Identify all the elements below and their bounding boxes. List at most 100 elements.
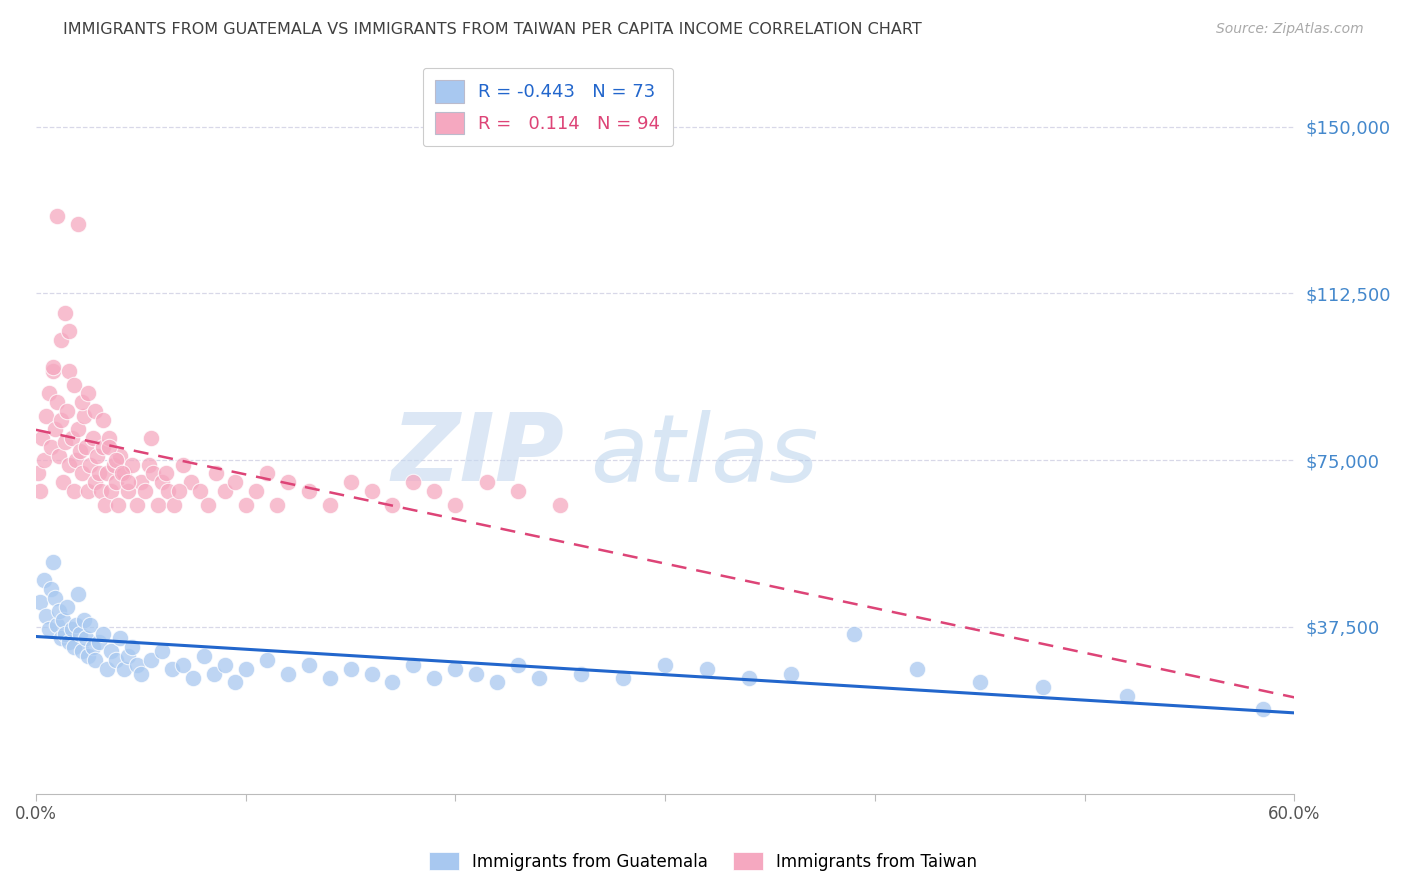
Point bbox=[66, 218, 89, 232]
Point bbox=[100, 484, 122, 499]
Point bbox=[738, 671, 761, 685]
Point bbox=[266, 498, 288, 512]
Point bbox=[381, 498, 404, 512]
Point bbox=[107, 498, 129, 512]
Point bbox=[297, 484, 319, 499]
Point bbox=[214, 484, 236, 499]
Point bbox=[82, 640, 104, 654]
Point bbox=[98, 431, 121, 445]
Point bbox=[112, 467, 135, 481]
Point bbox=[65, 617, 87, 632]
Point bbox=[56, 599, 79, 614]
Point bbox=[142, 467, 165, 481]
Point bbox=[75, 440, 97, 454]
Point bbox=[62, 640, 84, 654]
Point bbox=[87, 467, 110, 481]
Point bbox=[696, 662, 718, 676]
Point bbox=[121, 640, 143, 654]
Point bbox=[318, 671, 340, 685]
Point bbox=[112, 662, 135, 676]
Point bbox=[73, 613, 96, 627]
Point bbox=[35, 608, 58, 623]
Point bbox=[780, 666, 803, 681]
Point bbox=[256, 467, 278, 481]
Point bbox=[129, 666, 152, 681]
Point bbox=[34, 453, 56, 467]
Point bbox=[104, 475, 127, 490]
Point bbox=[41, 556, 63, 570]
Point bbox=[73, 409, 96, 423]
Point bbox=[58, 635, 80, 649]
Point bbox=[569, 666, 592, 681]
Point bbox=[66, 586, 89, 600]
Point bbox=[96, 467, 118, 481]
Point bbox=[82, 431, 104, 445]
Point bbox=[1251, 702, 1274, 716]
Point bbox=[905, 662, 928, 676]
Point bbox=[41, 359, 63, 374]
Point bbox=[103, 458, 125, 472]
Point bbox=[104, 453, 127, 467]
Point bbox=[1032, 680, 1054, 694]
Point bbox=[214, 657, 236, 672]
Point bbox=[180, 475, 202, 490]
Text: IMMIGRANTS FROM GUATEMALA VS IMMIGRANTS FROM TAIWAN PER CAPITA INCOME CORRELATIO: IMMIGRANTS FROM GUATEMALA VS IMMIGRANTS … bbox=[63, 22, 922, 37]
Point bbox=[297, 657, 319, 672]
Point bbox=[79, 458, 101, 472]
Point bbox=[83, 475, 105, 490]
Point bbox=[100, 644, 122, 658]
Point bbox=[172, 458, 194, 472]
Point bbox=[444, 498, 467, 512]
Point bbox=[58, 364, 80, 378]
Point bbox=[423, 484, 446, 499]
Point bbox=[205, 467, 228, 481]
Point bbox=[60, 622, 83, 636]
Point bbox=[842, 626, 865, 640]
Point bbox=[70, 644, 93, 658]
Point bbox=[612, 671, 634, 685]
Point bbox=[45, 209, 67, 223]
Point bbox=[475, 475, 498, 490]
Point bbox=[35, 409, 58, 423]
Point bbox=[90, 484, 112, 499]
Point bbox=[53, 435, 76, 450]
Point bbox=[49, 333, 72, 347]
Point bbox=[339, 475, 361, 490]
Point bbox=[41, 364, 63, 378]
Point bbox=[339, 662, 361, 676]
Point bbox=[38, 622, 60, 636]
Point bbox=[62, 484, 84, 499]
Point bbox=[235, 498, 257, 512]
Point bbox=[550, 498, 572, 512]
Text: ZIP: ZIP bbox=[392, 409, 564, 501]
Point bbox=[245, 484, 267, 499]
Point bbox=[181, 671, 204, 685]
Point bbox=[87, 635, 110, 649]
Point bbox=[381, 675, 404, 690]
Point bbox=[654, 657, 676, 672]
Point bbox=[56, 404, 79, 418]
Point bbox=[45, 395, 67, 409]
Point bbox=[31, 431, 53, 445]
Point bbox=[224, 475, 246, 490]
Point bbox=[34, 573, 56, 587]
Point bbox=[108, 631, 131, 645]
Point bbox=[256, 653, 278, 667]
Point bbox=[98, 440, 121, 454]
Point bbox=[62, 377, 84, 392]
Point bbox=[508, 484, 530, 499]
Point bbox=[58, 458, 80, 472]
Point bbox=[138, 458, 160, 472]
Point bbox=[38, 386, 60, 401]
Point bbox=[91, 413, 114, 427]
Point bbox=[75, 631, 97, 645]
Point bbox=[486, 675, 509, 690]
Point bbox=[39, 582, 62, 596]
Text: Source: ZipAtlas.com: Source: ZipAtlas.com bbox=[1216, 22, 1364, 37]
Point bbox=[318, 498, 340, 512]
Point bbox=[529, 671, 551, 685]
Point bbox=[121, 458, 143, 472]
Point bbox=[108, 449, 131, 463]
Point bbox=[44, 422, 66, 436]
Point bbox=[402, 657, 425, 672]
